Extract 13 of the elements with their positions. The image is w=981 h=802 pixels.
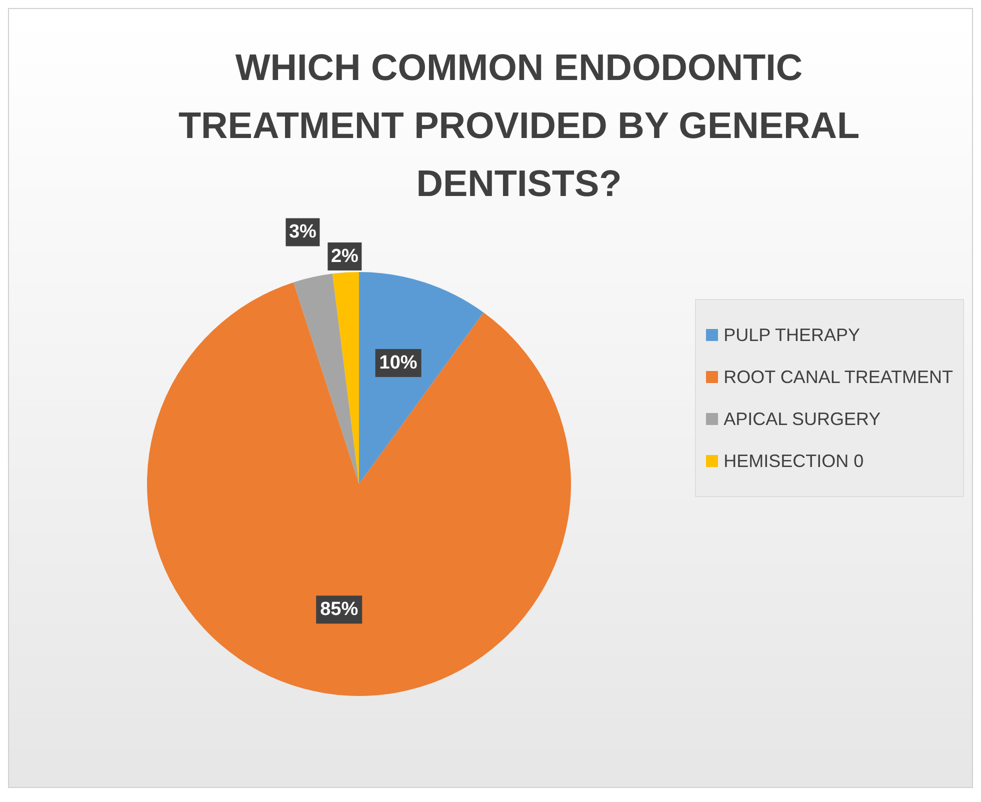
data-label: 3% xyxy=(288,222,317,243)
pie-slice xyxy=(293,274,359,484)
pie-slice xyxy=(332,272,359,484)
data-label: 2% xyxy=(330,246,359,267)
legend-label: PULP THERAPY xyxy=(724,324,860,346)
pie-slice xyxy=(147,282,571,696)
legend-label: HEMISECTION 0 xyxy=(724,450,864,472)
chart-title: WHICH COMMON ENDODONTIC TREATMENT PROVIDED BY GENERAL DENTISTS? xyxy=(177,46,861,206)
data-label: 10% xyxy=(379,352,418,374)
pie-slice xyxy=(359,272,484,484)
legend-label: APICAL SURGERY xyxy=(724,408,881,430)
data-label: 85% xyxy=(320,599,358,620)
legend-label: ROOT CANAL TREATMENT xyxy=(724,366,953,388)
